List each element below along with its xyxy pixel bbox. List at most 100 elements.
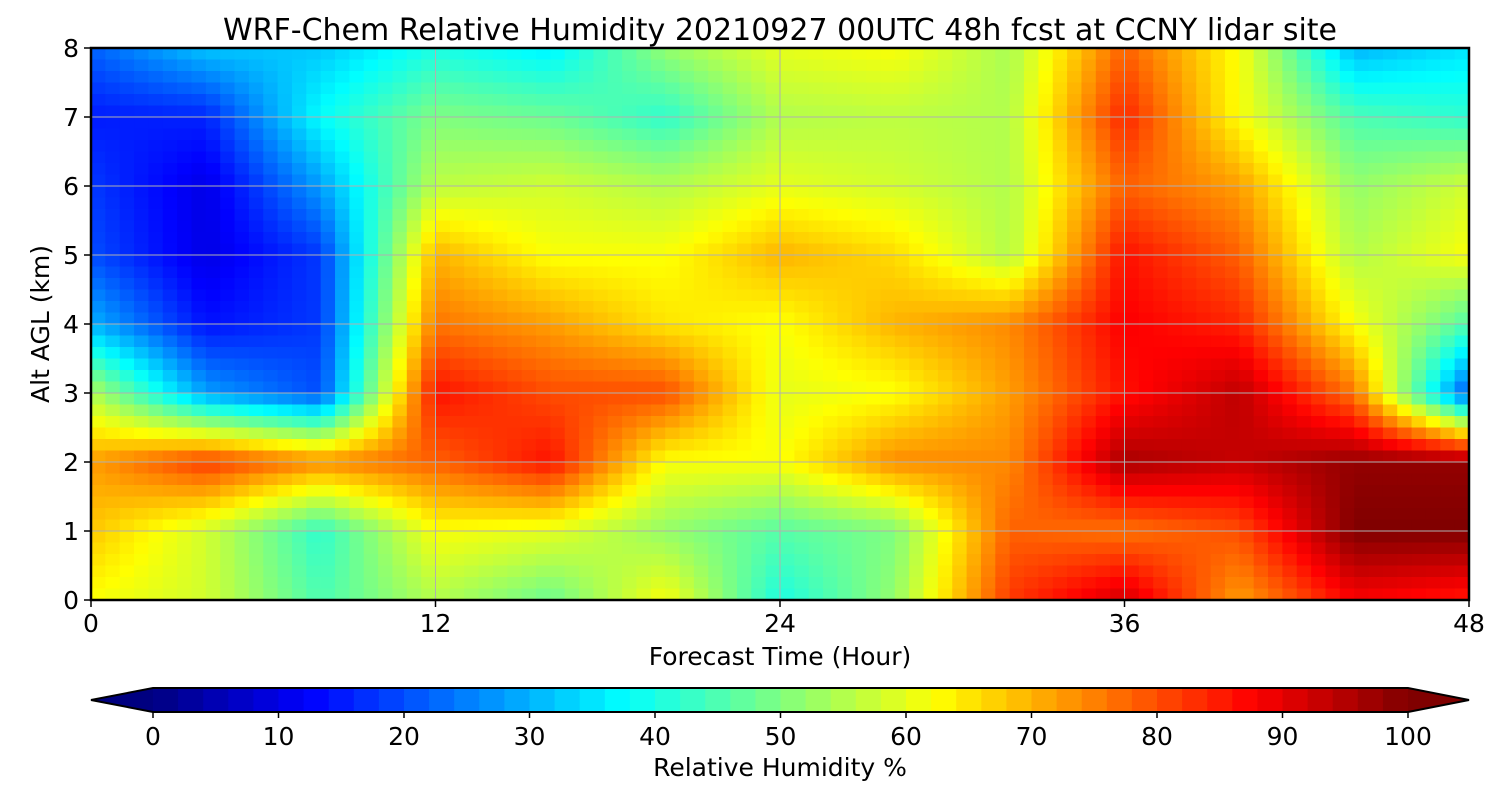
heat-cell (1067, 473, 1083, 486)
heat-cell (1081, 278, 1097, 291)
heat-cell (335, 255, 350, 268)
heat-cell (1052, 312, 1068, 325)
heat-cell (1311, 462, 1327, 475)
heat-cell (736, 209, 752, 222)
heat-cell (1296, 59, 1312, 72)
heat-cell (349, 531, 365, 544)
heat-cell (1124, 266, 1140, 279)
heat-cell (1311, 117, 1327, 130)
heat-cell (1253, 347, 1269, 360)
heat-cell (406, 439, 422, 452)
heat-cell (91, 554, 106, 567)
heat-cell (866, 151, 882, 164)
heat-cell (1397, 220, 1413, 233)
heat-cell (1081, 71, 1097, 84)
heat-cell (1253, 473, 1269, 486)
heat-cell (148, 140, 164, 153)
heat-cell (248, 347, 264, 360)
heat-cell (1009, 577, 1025, 590)
heat-cell (535, 301, 551, 314)
heat-cell (1110, 381, 1126, 394)
heat-cell (765, 59, 781, 72)
heat-cell (593, 462, 609, 475)
heat-cell (134, 71, 150, 84)
heat-cell (1110, 485, 1126, 498)
heat-cell (1081, 554, 1097, 567)
heat-cell (1124, 209, 1140, 222)
heat-cell (177, 542, 193, 555)
heat-cell (1268, 347, 1283, 360)
heat-cell (492, 496, 508, 509)
heat-cell (1268, 59, 1283, 72)
heat-cell (492, 473, 508, 486)
heat-cell (406, 174, 422, 187)
heat-cell (1339, 209, 1355, 222)
heat-cell (1268, 439, 1283, 452)
heat-cell (1138, 48, 1154, 61)
heat-cell (521, 416, 537, 429)
heat-cell (837, 439, 853, 452)
heat-cell (177, 427, 193, 440)
heat-cell (478, 577, 494, 590)
heat-cell (220, 94, 236, 107)
heat-cell (564, 531, 580, 544)
heat-cell (1081, 140, 1097, 153)
heat-cell (1253, 324, 1269, 337)
heat-cell (1124, 531, 1140, 544)
heat-cell (507, 519, 523, 532)
heat-cell (1253, 163, 1269, 176)
heat-cell (320, 404, 336, 417)
heat-cell (1239, 577, 1255, 590)
heat-cell (794, 554, 810, 567)
heat-cell (521, 266, 537, 279)
heat-cell (134, 186, 150, 199)
heat-cell (923, 105, 939, 118)
heat-cell (134, 416, 150, 429)
heat-cell (1138, 508, 1154, 521)
heat-cell (880, 197, 896, 210)
heat-cell (1382, 71, 1398, 84)
heat-cell (564, 128, 580, 141)
heat-cell (1411, 358, 1427, 371)
heat-cell (736, 266, 752, 279)
heat-cell (507, 508, 523, 521)
heat-cell (1210, 404, 1226, 417)
heat-cell (593, 266, 609, 279)
heat-cell (564, 381, 580, 394)
heat-cell (823, 324, 839, 337)
heat-cell (1325, 416, 1341, 429)
heat-cell (1038, 531, 1054, 544)
heat-cell (736, 508, 752, 521)
heat-cell (378, 439, 394, 452)
heat-cell (277, 278, 293, 291)
heat-cell (449, 151, 465, 164)
heat-cell (263, 82, 279, 95)
heat-cell (1368, 370, 1384, 383)
heat-cell (1153, 140, 1169, 153)
heat-cell (851, 554, 867, 567)
heat-cell (177, 324, 193, 337)
heat-cell (535, 577, 551, 590)
heat-cell (177, 117, 193, 130)
heat-cell (1110, 128, 1126, 141)
heat-cell (837, 128, 853, 141)
heat-cell (923, 393, 939, 406)
heat-cell (191, 577, 207, 590)
heat-cell (1354, 232, 1370, 245)
heat-cell (406, 462, 422, 475)
heat-cell (1440, 312, 1456, 325)
heat-cell (1311, 381, 1327, 394)
heat-cell (837, 209, 853, 222)
heat-cell (1253, 289, 1269, 302)
heat-cell (363, 117, 379, 130)
heat-cell (736, 554, 752, 567)
heat-cell (349, 186, 365, 199)
heat-cell (1354, 94, 1370, 107)
colorbar-segment (504, 688, 530, 712)
heat-cell (1038, 324, 1054, 337)
heat-cell (320, 554, 336, 567)
heat-cell (335, 335, 350, 348)
heat-cell (1196, 278, 1212, 291)
heat-cell (564, 554, 580, 567)
heat-cell (823, 128, 839, 141)
